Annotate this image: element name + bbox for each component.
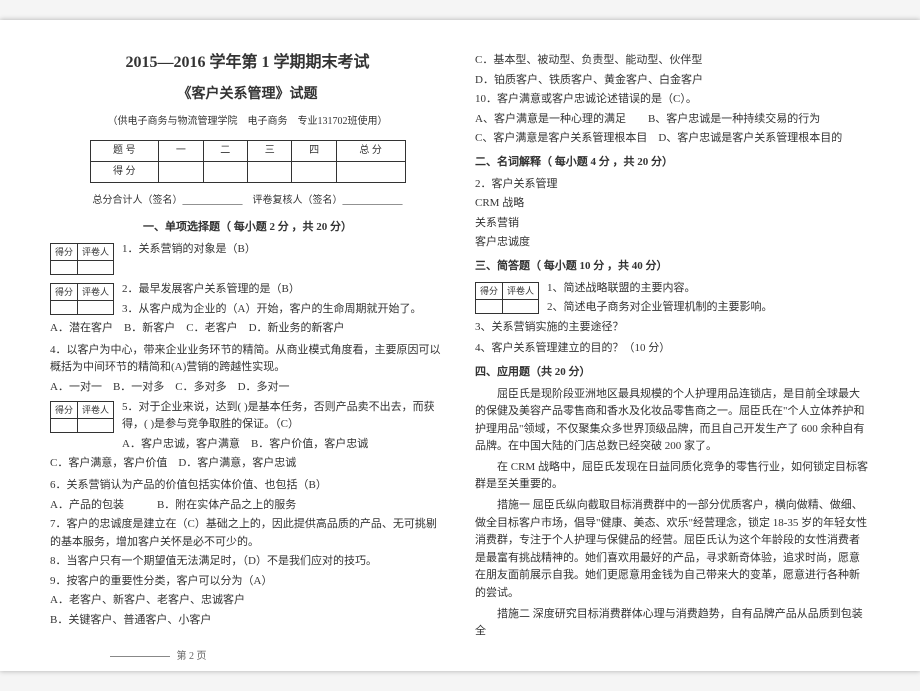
cell: 得分 [51, 243, 78, 260]
app-p3: 措施一 屈臣氏纵向截取目标消费群中的一部分优质客户，横向做精、做细、做全目标客户… [475, 497, 870, 603]
term-3: 关系营销 [475, 215, 870, 233]
cell: 评卷人 [78, 283, 114, 300]
section3-heading: 三、简答题（ 每小题 10 分 ，共 40 分） [475, 258, 870, 276]
cell [51, 418, 78, 432]
left-column: 2015—2016 学年第 1 学期期末考试 《客户关系管理》试题 （供电子商务… [50, 50, 445, 651]
question-9c: C．基本型、被动型、负责型、能动型、伙伴型 [475, 52, 870, 70]
question-4-opts: A．一对一 B．一对多 C．多对多 D．多对一 [50, 379, 445, 397]
cell [292, 161, 336, 182]
audience-line: （供电子商务与物流管理学院 电子商务 专业131702班使用） [50, 114, 445, 130]
table-row: 题 号 一 二 三 四 总 分 [90, 140, 405, 161]
section2-heading: 二、名词解释（ 每小题 4 分 ，共 20 分） [475, 154, 870, 172]
cell [203, 161, 247, 182]
footer-line [110, 656, 170, 657]
cell [476, 299, 503, 313]
cell: 三 [247, 140, 291, 161]
signers-line: 总分合计人（签名）____________ 评卷复核人（签名）_________… [50, 193, 445, 209]
score-box: 得分评卷人 [475, 282, 539, 314]
app-p2: 在 CRM 战略中，屈臣氏发现在日益同质化竞争的零售行业，如何锁定目标客群是至关… [475, 459, 870, 494]
app-p1: 屈臣氏是现阶段亚洲地区最具规模的个人护理用品连锁店，是目前全球最大的保健及美容产… [475, 386, 870, 456]
score-table: 题 号 一 二 三 四 总 分 得 分 [90, 140, 406, 183]
question-10: 10．客户满意或客户忠诚论述错误的是（C）。 [475, 91, 870, 109]
exam-page: 2015—2016 学年第 1 学期期末考试 《客户关系管理》试题 （供电子商务… [0, 20, 920, 671]
cell: 一 [159, 140, 203, 161]
question-6: 6．关系营销认为产品的价值包括实体价值、也包括（B） [50, 477, 445, 495]
short-4: 4、客户关系管理建立的目的？（10 分） [475, 340, 870, 358]
main-title: 2015—2016 学年第 1 学期期末考试 [50, 50, 445, 76]
page-number: 第 2 页 [177, 651, 207, 662]
q2-block: 得分评卷人 2．最早发展客户关系管理的是（B） 3．从客户成为企业的（A）开始，… [50, 281, 445, 340]
section1-heading: 一、单项选择题（ 每小题 2 分 ，共 20 分） [50, 219, 445, 237]
table-row: 得 分 [90, 161, 405, 182]
question-5-opts: A．客户忠诚，客户满意 B．客户价值，客户忠诚 [50, 436, 445, 454]
cell-header: 得 分 [90, 161, 159, 182]
cell [503, 299, 539, 313]
question-6-opts: A．产品的包装 B．附在实体产品之上的服务 [50, 497, 445, 515]
cell: 得分 [51, 401, 78, 418]
short-answer-block: 得分评卷人 1、简述战略联盟的主要内容。 2、简述电子商务对企业管理机制的主要影… [475, 280, 870, 339]
question-9a: A．老客户、新客户、老客户、忠诚客户 [50, 592, 445, 610]
cell: 得分 [476, 282, 503, 299]
score-box: 得分评卷人 [50, 283, 114, 315]
question-5-opts2: C．客户满意，客户价值 D．客户满意，客户忠诚 [50, 455, 445, 473]
cell [78, 301, 114, 315]
app-p4: 措施二 深度研究目标消费群体心理与消费趋势，自有品牌产品从品质到包装全 [475, 606, 870, 641]
short-3: 3、关系营销实施的主要途径？ [475, 319, 870, 337]
question-4: 4．以客户为中心，带来企业业务环节的精简。从商业模式角度看，主要原因可以概括为中… [50, 342, 445, 377]
cell: 评卷人 [78, 401, 114, 418]
cell-header: 题 号 [90, 140, 159, 161]
cell: 总 分 [336, 140, 405, 161]
question-8: 8．当客户只有一个期望值无法满足时，（D）不是我们应对的技巧。 [50, 553, 445, 571]
score-box: 得分评卷人 [50, 401, 114, 433]
cell: 评卷人 [78, 243, 114, 260]
right-column: C．基本型、被动型、负责型、能动型、伙伴型 D．铂质客户、铁质客户、黄金客户、白… [475, 50, 870, 651]
cell: 二 [203, 140, 247, 161]
cell: 评卷人 [503, 282, 539, 299]
cell: 四 [292, 140, 336, 161]
q5-block: 得分评卷人 5．对于企业来说，达到( )是基本任务，否则产品卖不出去，而获得，(… [50, 399, 445, 475]
question-10a: A、客户满意是一种心理的满足 B、客户忠诚是一种持续交易的行为 [475, 111, 870, 129]
cell [159, 161, 203, 182]
question-9: 9．按客户的重要性分类，客户可以分为（A） [50, 573, 445, 591]
cell: 得分 [51, 283, 78, 300]
q1-block: 得分评卷人 1．关系营销的对象是（B） [50, 241, 445, 279]
cell [336, 161, 405, 182]
term-2: CRM 战略 [475, 195, 870, 213]
cell [78, 260, 114, 274]
section4-heading: 四、应用题（共 20 分） [475, 364, 870, 382]
term-4: 客户忠诚度 [475, 234, 870, 252]
cell [51, 301, 78, 315]
page-footer: 第 2 页 [110, 649, 207, 665]
score-box: 得分评卷人 [50, 243, 114, 275]
question-3-opts: A．潜在客户 B．新客户 C．老客户 D．新业务的新客户 [50, 320, 445, 338]
term-1: 2．客户关系管理 [475, 176, 870, 194]
cell [51, 260, 78, 274]
question-7: 7．客户的忠诚度是建立在（C）基础之上的，因此提供高品质的产品、无可挑剔的基本服… [50, 516, 445, 551]
sub-title: 《客户关系管理》试题 [50, 84, 445, 106]
cell [247, 161, 291, 182]
question-9b: B．关键客户、普通客户、小客户 [50, 612, 445, 630]
question-10b: C、客户满意是客户关系管理根本目 D、客户忠诚是客户关系管理根本目的 [475, 130, 870, 148]
question-9d: D．铂质客户、铁质客户、黄金客户、白金客户 [475, 72, 870, 90]
cell [78, 418, 114, 432]
